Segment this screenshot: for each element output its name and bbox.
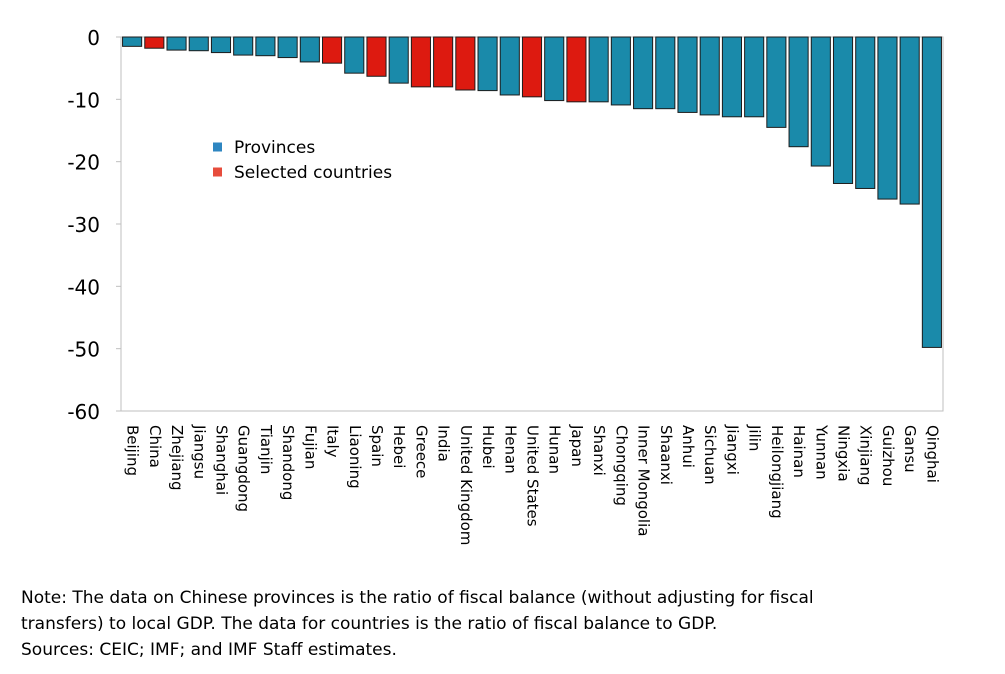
bar-guangdong xyxy=(233,36,254,56)
x-tick-label: Tianjin xyxy=(257,424,275,474)
bar-liaoning xyxy=(344,36,365,74)
bar-henan xyxy=(499,36,520,96)
bar-guizhou xyxy=(877,36,898,200)
x-tick-label: Shanxi xyxy=(590,425,608,476)
x-tick-label: Ningxia xyxy=(835,425,853,482)
bar-japan xyxy=(566,36,587,103)
x-tick-label: Guangdong xyxy=(235,425,253,512)
legend-swatch-country xyxy=(213,167,222,177)
x-tick-label: Jiangxi xyxy=(723,424,741,475)
bar-qinghai xyxy=(921,36,942,348)
x-tick-label: Shaanxi xyxy=(657,425,675,485)
sources-line: Sources: CEIC; IMF; and IMF Staff estima… xyxy=(21,640,397,660)
y-tick-label: 0 xyxy=(87,26,100,50)
bar-jiangsu xyxy=(188,36,209,52)
bar-anhui xyxy=(677,36,698,113)
bar-hunan xyxy=(544,36,565,102)
x-tick-label: Shanghai xyxy=(212,425,230,495)
bar-sichuan xyxy=(699,36,720,116)
x-tick-label: Liaoning xyxy=(346,425,364,489)
bar-hainan xyxy=(788,36,809,148)
bar-fujian xyxy=(299,36,320,63)
bar-chongqing xyxy=(610,36,631,106)
bar-spain xyxy=(366,36,387,77)
fiscal-balance-chart: 0 -10 -20 -30 -40 -50 -60 Beijing China Zhejiang… xyxy=(67,26,944,545)
y-tick-label: -40 xyxy=(67,275,100,299)
x-tick-label: Anhui xyxy=(679,425,697,468)
x-tick-label: Jilin xyxy=(746,424,764,451)
x-tick-label: Italy xyxy=(324,425,342,458)
bar-india xyxy=(433,36,454,88)
plot-area xyxy=(120,36,944,412)
bar-shanghai xyxy=(210,36,232,54)
y-tick-label: -10 xyxy=(67,88,100,112)
bar-united-states xyxy=(521,36,543,98)
x-tick-label: Xinjiang xyxy=(857,425,875,486)
bar-hubei xyxy=(477,36,498,92)
bar-hebei xyxy=(388,36,409,84)
x-tick-label: Hunan xyxy=(546,425,564,474)
legend-label-province: Provinces xyxy=(234,138,315,158)
bar-greece xyxy=(410,36,431,88)
x-tick-label: Hubei xyxy=(479,425,497,469)
x-tick-label: Jiangsu xyxy=(190,424,208,479)
bar-shanxi xyxy=(588,36,609,103)
legend-label-country: Selected countries xyxy=(234,163,392,183)
x-tick-label: Yunnan xyxy=(812,424,830,480)
bar-heilongjiang xyxy=(766,36,787,128)
x-tick-label: Guizhou xyxy=(879,425,897,486)
bar-inner-mongolia xyxy=(633,36,654,110)
bar-beijing xyxy=(122,36,143,47)
x-tick-label: United States xyxy=(524,425,542,527)
x-tick-label: Zhejiang xyxy=(168,425,186,491)
bar-yunnan xyxy=(810,36,831,167)
x-tick-label: Qinghai xyxy=(923,425,941,483)
bar-tianjin xyxy=(255,36,276,57)
bar-xinjiang xyxy=(855,36,876,189)
bar-ningxia xyxy=(832,36,854,184)
x-tick-label: Greece xyxy=(412,425,430,478)
note-line-2: transfers) to local GDP. The data for co… xyxy=(21,614,718,634)
x-tick-label: Gansu xyxy=(901,425,919,473)
x-tick-label: India xyxy=(435,425,453,462)
y-tick-label: -20 xyxy=(67,151,100,175)
x-tick-label: Hebei xyxy=(390,425,408,468)
y-axis: 0 -10 -20 -30 -40 -50 -60 xyxy=(67,26,121,424)
x-axis-labels: Beijing China Zhejiang Jiangsu Shanghai Guang… xyxy=(124,424,942,545)
x-tick-label: Hainan xyxy=(790,425,808,478)
note-line-1: Note: The data on Chinese provinces is t… xyxy=(21,588,814,608)
x-tick-label: Fujian xyxy=(301,425,319,469)
y-tick-label: -60 xyxy=(67,400,100,424)
x-tick-label: United Kingdom xyxy=(457,425,475,545)
x-tick-label: Beijing xyxy=(124,425,142,476)
bar-united-kingdom xyxy=(455,36,476,91)
x-tick-label: Sichuan xyxy=(701,425,719,485)
x-tick-label: Heilongjiang xyxy=(768,425,786,519)
bar-italy xyxy=(322,36,343,64)
bar-jiangxi xyxy=(721,36,742,118)
bar-china xyxy=(144,36,165,49)
x-tick-label: Spain xyxy=(368,425,386,467)
bar-shaanxi xyxy=(655,36,676,110)
y-tick-label: -50 xyxy=(67,338,100,362)
bar-shandong xyxy=(277,36,298,59)
y-tick-label: -30 xyxy=(67,213,100,237)
x-tick-label: Henan xyxy=(501,425,519,474)
bar-gansu xyxy=(899,36,920,205)
bar-zhejiang xyxy=(166,36,187,51)
x-tick-label: Shandong xyxy=(279,425,297,500)
bar-jilin xyxy=(744,36,765,118)
legend: Provinces Selected countries xyxy=(213,138,392,183)
x-tick-label: Chongqing xyxy=(612,425,630,506)
legend-swatch-province xyxy=(213,142,222,152)
x-tick-label: Inner Mongolia xyxy=(635,425,653,536)
x-tick-label: Japan xyxy=(568,424,586,467)
x-tick-label: China xyxy=(146,425,164,468)
